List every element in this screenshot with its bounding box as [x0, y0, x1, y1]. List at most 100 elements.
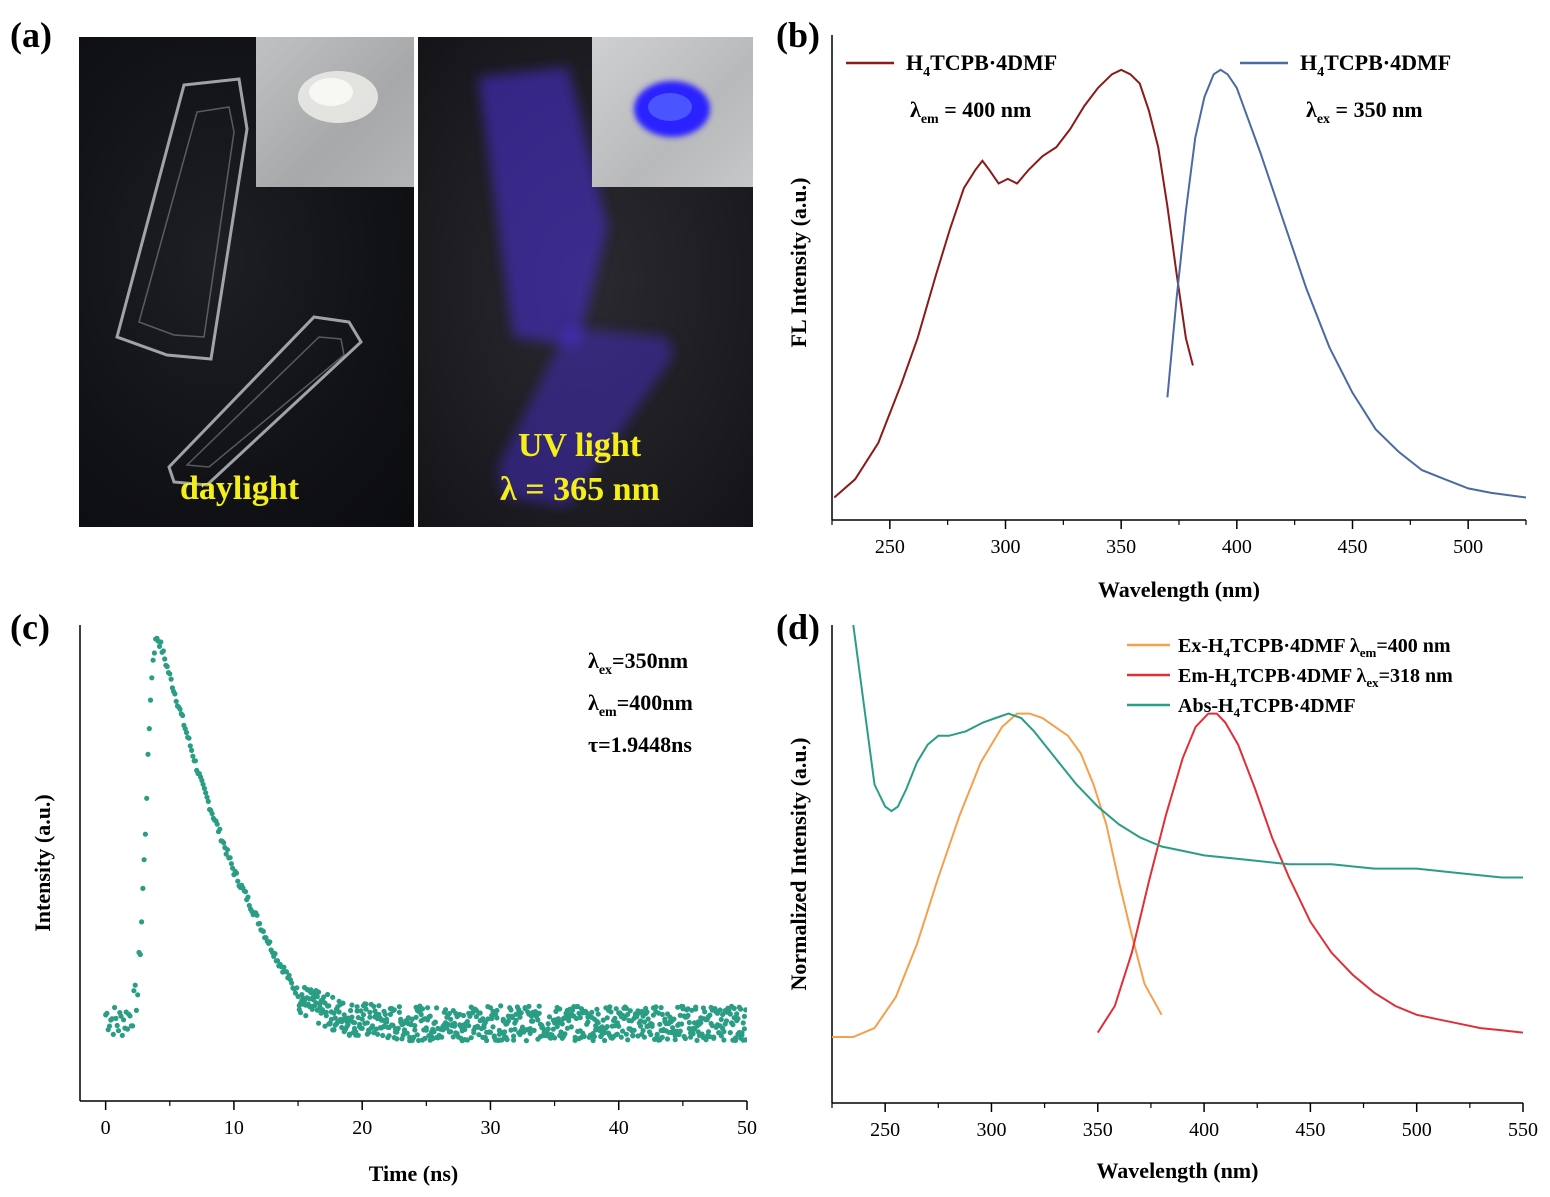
x-tick-label: 30: [480, 1117, 500, 1139]
decay-point: [363, 1001, 369, 1007]
decay-point: [607, 1004, 613, 1010]
decay-point: [445, 1021, 451, 1028]
decay-point: [526, 1003, 532, 1010]
decay-point: [448, 1029, 454, 1035]
decay-point: [604, 1024, 610, 1030]
decay-point: [528, 1013, 535, 1019]
decay-point: [172, 691, 178, 697]
decay-point: [348, 1007, 354, 1014]
decay-point: [510, 1033, 517, 1039]
decay-point: [686, 1019, 692, 1026]
decay-point: [595, 1020, 601, 1026]
chart-d: 250 300 350 400 450 500 550 Normalized Intensit…: [786, 625, 1538, 1183]
decay-point: [164, 663, 170, 670]
legend-label-d-2: Abs-H4TCPB·4DMF: [1178, 695, 1356, 720]
decay-point: [267, 939, 273, 945]
decay-point: [145, 751, 151, 757]
decay-point: [137, 951, 143, 958]
decay-point: [349, 1014, 355, 1020]
decay-point: [340, 1000, 346, 1006]
decay-point: [743, 1037, 747, 1043]
decay-point: [545, 1021, 551, 1027]
decay-point: [623, 1005, 630, 1012]
decay-point: [545, 1026, 551, 1032]
decay-point: [703, 1037, 709, 1043]
decay-point: [627, 1008, 633, 1014]
decay-point: [717, 1007, 723, 1013]
decay-point: [146, 726, 152, 732]
x-tick-label: 300: [976, 1119, 1006, 1141]
emission-curve-b: [1166, 68, 1526, 499]
decay-point: [721, 1037, 727, 1043]
uv-light-label: UV light: [518, 427, 642, 464]
decay-point: [446, 1010, 452, 1017]
decay-point: [371, 1030, 377, 1036]
decay-point: [589, 1009, 595, 1015]
decay-point: [481, 1024, 487, 1030]
decay-point: [608, 1009, 614, 1015]
decay-point: [316, 989, 322, 995]
excitation-curve-b: [833, 68, 1194, 499]
decay-point: [260, 928, 266, 935]
decay-point: [158, 639, 164, 645]
decay-point: [731, 1005, 737, 1012]
decay-point: [168, 676, 174, 682]
decay-point: [132, 982, 138, 988]
decay-point: [386, 1033, 392, 1039]
decay-point: [281, 964, 287, 970]
decay-point: [743, 1007, 747, 1013]
decay-point: [659, 1011, 665, 1018]
decay-point: [707, 1012, 713, 1018]
decay-point: [113, 1015, 119, 1022]
decay-point: [485, 1016, 491, 1022]
decay-point: [667, 1014, 673, 1020]
x-axis-title: Wavelength (nm): [1097, 1158, 1259, 1183]
decay-point: [535, 1017, 541, 1023]
x-tick-label: 500: [1453, 536, 1483, 558]
decay-point: [690, 1031, 696, 1037]
decay-point: [404, 1030, 410, 1036]
decay-point: [245, 894, 251, 900]
decay-point: [298, 1010, 304, 1016]
decay-point: [469, 1010, 476, 1016]
x-tick-label: 20: [352, 1117, 372, 1139]
decay-point: [139, 919, 145, 925]
decay-point: [209, 811, 215, 817]
decay-point: [371, 1003, 377, 1009]
decay-point: [283, 969, 290, 975]
decay-point: [187, 743, 193, 749]
decay-point: [419, 1006, 426, 1012]
decay-point: [109, 1016, 115, 1022]
decay-point: [602, 1030, 608, 1036]
decay-point: [612, 1015, 618, 1021]
decay-point: [550, 1026, 556, 1032]
x-tick-label: 550: [1508, 1119, 1538, 1141]
decay-point: [223, 851, 229, 857]
decay-point: [360, 1012, 367, 1018]
decay-point: [147, 697, 154, 703]
decay-point: [221, 840, 227, 846]
decay-point: [349, 1002, 355, 1008]
decay-point: [369, 1024, 376, 1030]
annotation-c-0: λex=350nm: [588, 648, 688, 678]
x-tick-label: 500: [1402, 1119, 1432, 1141]
decay-point: [738, 1006, 744, 1012]
decay-point: [367, 1009, 373, 1016]
decay-point: [359, 1016, 365, 1022]
x-tick-label: 450: [1295, 1119, 1325, 1141]
decay-point: [151, 650, 157, 656]
decay-point: [675, 1004, 681, 1010]
decay-point: [613, 1006, 619, 1012]
y-axis-title: FL Intensity (a.u.): [786, 178, 811, 348]
decay-point: [412, 1023, 418, 1029]
decay-point: [641, 1034, 648, 1040]
decay-point: [489, 1016, 495, 1022]
decay-point: [214, 821, 220, 827]
decay-point: [559, 1021, 565, 1027]
decay-point: [566, 1018, 572, 1024]
decay-point: [124, 1026, 131, 1032]
decay-point: [659, 1034, 665, 1040]
decay-point: [412, 1027, 418, 1033]
decay-point: [336, 1009, 342, 1015]
decay-point: [451, 1023, 458, 1029]
